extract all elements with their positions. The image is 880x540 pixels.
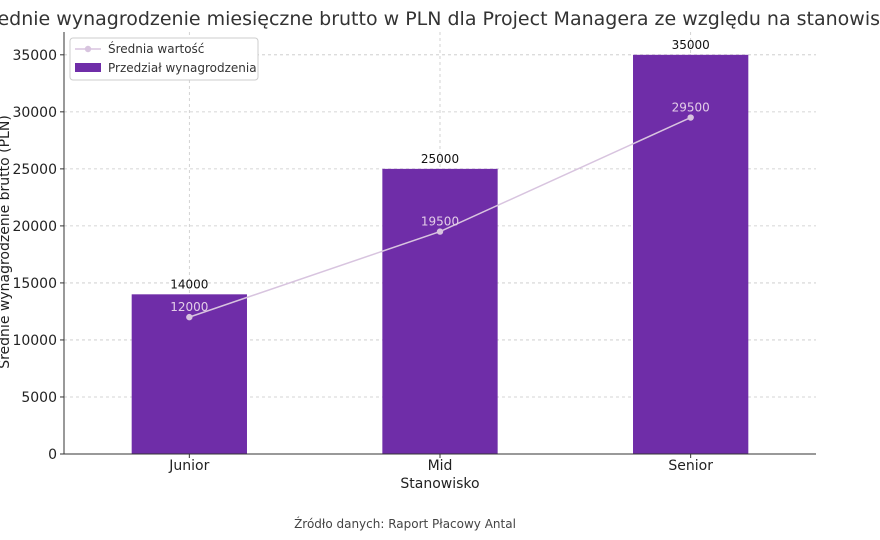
bar-value-label: 35000 [672,38,710,52]
mean-value-label: 12000 [170,300,208,314]
bar-value-label: 14000 [170,277,208,291]
legend-label-mean: Średnia wartość [108,41,204,56]
mean-value-label: 19500 [421,215,459,229]
source-note: Źródło danych: Raport Płacowy Antal [294,516,516,531]
y-tick-label: 0 [48,447,57,463]
legend-bar-swatch [75,63,101,72]
mean-point [186,313,193,321]
mean-line [186,114,694,321]
data-labels: 14000 25000 35000 12000 19500 29500 [170,38,710,314]
mean-point [436,228,444,235]
bar [633,54,749,454]
legend-line-dot [84,45,92,53]
legend-box [69,37,259,81]
bar [382,168,498,454]
x-axis-label: Stanowisko [400,476,479,492]
mean-value-label: 29500 [672,101,710,115]
y-tick-label: 25000 [12,162,57,178]
x-tick-label: Junior [168,458,209,474]
legend: Średnia wartość Przedział wynagrodzenia [69,37,259,81]
axes: 0 5000 10000 15000 20000 25000 30000 35000 Junio… [12,32,816,474]
y-axis-label: Średnie wynagrodzenie brutto (PLN) [0,115,13,369]
bars [131,54,749,454]
legend-label-range: Przedział wynagrodzenia [108,61,257,75]
chart-title: Średnie wynagrodzenie miesięczne brutto … [0,6,880,30]
y-tick-label: 15000 [12,276,57,292]
y-tick-label: 5000 [21,390,57,406]
bar-value-label: 25000 [421,152,459,166]
y-tick-label: 35000 [12,48,57,64]
mean-point [687,114,694,121]
x-tick-label: Senior [668,458,713,474]
bar [131,294,247,454]
y-tick-label: 20000 [12,219,57,235]
x-tick-label: Mid [428,458,453,474]
y-tick-label: 30000 [12,105,57,121]
y-tick-label: 10000 [12,333,57,349]
